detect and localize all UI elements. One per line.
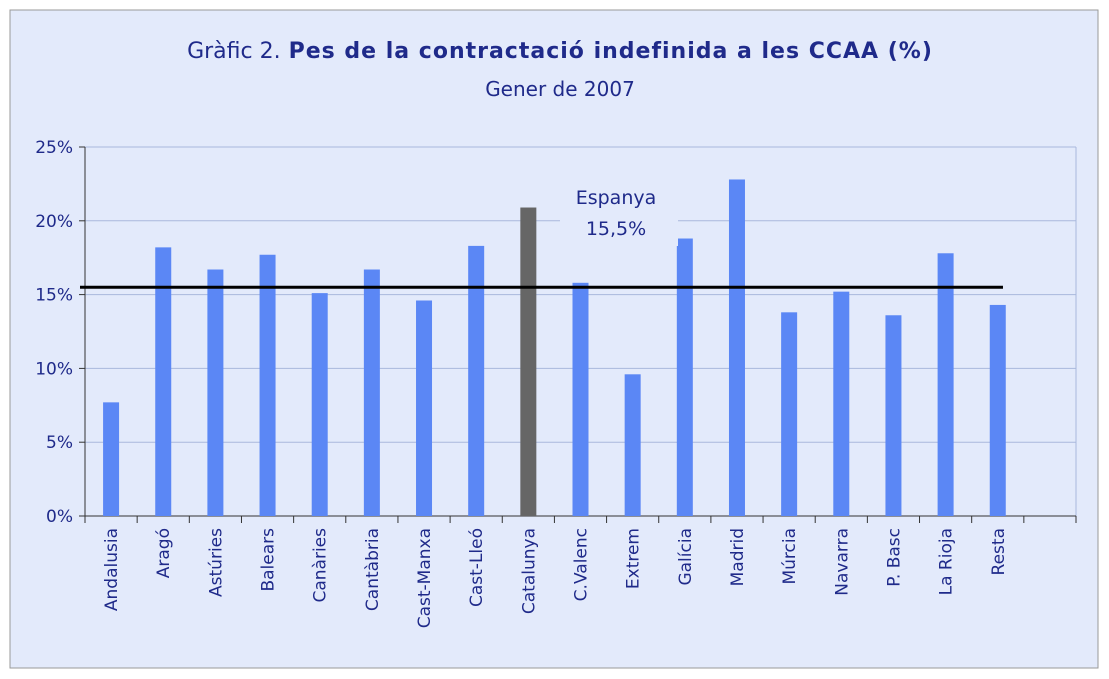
chart-subtitle: Gener de 2007 [485,77,635,101]
x-tick-label: Madrid [728,528,748,586]
y-tick-label: 0% [46,507,73,527]
annotation-name: Espanya [576,187,657,209]
x-tick-label: Canàries [311,528,331,603]
bar [155,247,172,517]
bar [728,179,745,517]
y-tick-label: 10% [35,359,73,379]
bar [885,315,902,516]
y-tick-label: 20% [35,212,73,232]
chart-title-group: Gràfic 2. Pes de la contractació indefini… [187,39,933,64]
bar [833,291,850,516]
x-tick-label: Catalunya [519,528,539,614]
bar [676,238,693,516]
x-tick-label: Balears [259,528,279,592]
bar [259,254,276,517]
x-tick-label: Múrcia [780,528,800,585]
bar [572,282,589,516]
bar [468,245,485,516]
bar [781,312,798,516]
bar [311,293,328,516]
x-tick-label: P. Basc [884,528,904,587]
annotation-box [560,180,678,246]
x-tick-label: Cantàbria [363,528,383,611]
x-tick-label: Extrem [624,528,644,589]
bar [624,374,641,516]
chart-title-prefix: Gràfic 2. [187,39,281,64]
x-tick-label: Cast-Lleó [467,528,487,607]
bar [937,253,954,516]
x-tick-label: La Rioja [937,528,957,595]
y-tick-label: 15% [35,286,73,306]
x-tick-label: Astúries [206,528,226,597]
annotation-label: 15,5% [586,218,646,240]
x-tick-label: Cast-Manxa [415,528,435,628]
x-tick-label: C.Valenc [572,528,592,601]
bar [103,402,120,516]
x-tick-label: Resta [989,528,1009,575]
bar [207,269,224,516]
y-tick-label: 25% [35,138,73,158]
bar [416,300,433,516]
y-tick-label: 5% [46,433,73,453]
chart-title: Pes de la contractació indefinida a les … [289,39,933,64]
chart-frame [9,9,1099,669]
bar [989,304,1006,516]
x-tick-label: Andalusia [102,528,122,611]
x-tick-label: Navarra [832,528,852,596]
bar [363,269,380,516]
x-tick-label: Aragó [154,528,174,578]
x-tick-label: Galícia [676,528,696,586]
bar [520,207,537,517]
